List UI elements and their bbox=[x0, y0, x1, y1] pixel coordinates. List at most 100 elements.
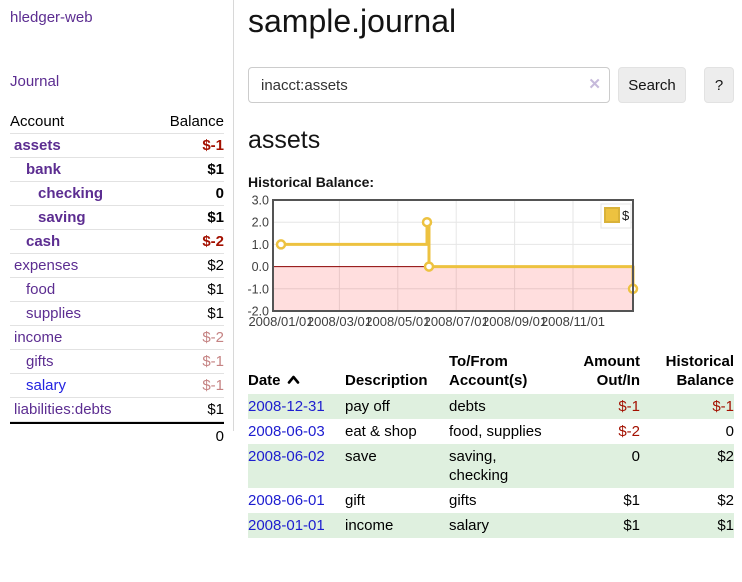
account-link-income[interactable]: income bbox=[14, 329, 63, 346]
account-balance: $-1 bbox=[202, 353, 224, 370]
account-link-liabilities-debts[interactable]: liabilities:debts bbox=[14, 401, 112, 418]
transaction-balance: 0 bbox=[725, 423, 734, 440]
account-link-cash[interactable]: cash bbox=[26, 233, 61, 250]
main-content: sample.journal ✕ Search ? assets Histori… bbox=[247, 0, 740, 538]
transaction-accounts: debts bbox=[449, 398, 486, 415]
svg-text:2008/01/01: 2008/01/01 bbox=[248, 314, 313, 329]
search-input[interactable] bbox=[248, 67, 610, 103]
historical-balance-chart: $ 3.0 2.0 1.0 0.0 -1.0 -2.0 2008/01/01 2… bbox=[247, 194, 639, 329]
clear-search-icon[interactable]: ✕ bbox=[588, 76, 601, 93]
account-row-liabilities-debts: liabilities:debts $1 bbox=[10, 398, 224, 422]
transaction-date-cell: 2008-06-02 bbox=[248, 444, 345, 488]
account-balance: $-1 bbox=[202, 377, 224, 394]
account-row-checking: checking 0 bbox=[10, 182, 224, 206]
register-row: 2008-12-31 pay off debts $-1 $-1 bbox=[248, 394, 734, 419]
transaction-date-link[interactable]: 2008-06-01 bbox=[248, 492, 325, 509]
chart-y-axis-labels: 3.0 2.0 1.0 0.0 -1.0 -2.0 bbox=[247, 194, 269, 319]
account-link-food[interactable]: food bbox=[26, 281, 56, 298]
accounts-header-account: Account bbox=[10, 113, 65, 130]
page-title: sample.journal bbox=[248, 3, 457, 39]
register-header-row: Date Description To/From Account(s) Amou… bbox=[248, 350, 734, 394]
accounts-header-balance: Balance bbox=[169, 113, 224, 130]
transaction-accounts: saving, checking bbox=[449, 448, 509, 484]
register-header-description: Description bbox=[345, 372, 428, 389]
account-balance: $1 bbox=[207, 161, 224, 178]
account-heading: assets bbox=[248, 126, 321, 154]
account-link-supplies[interactable]: supplies bbox=[26, 305, 82, 322]
transaction-date-link[interactable]: 2008-06-02 bbox=[248, 448, 325, 465]
chart-border bbox=[272, 199, 634, 312]
account-balance: $1 bbox=[207, 305, 224, 322]
transaction-balance: $2 bbox=[717, 492, 734, 509]
chart-gridlines-vertical bbox=[338, 200, 574, 311]
transaction-description: income bbox=[345, 517, 394, 534]
accounts-header: Account Balance bbox=[10, 110, 224, 134]
data-point-2008-06-03 bbox=[423, 261, 435, 272]
account-link-salary[interactable]: salary bbox=[26, 377, 67, 394]
transaction-date-link[interactable]: 2008-06-03 bbox=[248, 423, 325, 440]
transaction-amount: $1 bbox=[623, 517, 640, 534]
transaction-balance: $-1 bbox=[712, 398, 734, 415]
transaction-amount: $-1 bbox=[618, 398, 640, 415]
account-row-salary: salary $-1 bbox=[10, 374, 224, 398]
account-link-saving[interactable]: saving bbox=[38, 209, 86, 226]
transaction-date-link[interactable]: 2008-12-31 bbox=[248, 398, 325, 415]
transaction-description: gift bbox=[345, 492, 366, 509]
account-row-food: food $1 bbox=[10, 278, 224, 302]
data-point-2008-01-01 bbox=[275, 239, 287, 250]
search-button[interactable]: Search bbox=[618, 67, 686, 103]
svg-text:2.0: 2.0 bbox=[252, 216, 269, 230]
transaction-description: eat & shop bbox=[345, 423, 417, 440]
svg-text:-2.0: -2.0 bbox=[247, 305, 269, 319]
account-link-checking[interactable]: checking bbox=[38, 185, 104, 202]
account-row-cash: cash $-2 bbox=[10, 230, 224, 254]
svg-text:0.0: 0.0 bbox=[252, 260, 269, 274]
transaction-amount: $-2 bbox=[618, 423, 640, 440]
accounts-total-row: 0 bbox=[10, 422, 224, 448]
transaction-date-cell: 2008-12-31 bbox=[248, 394, 345, 419]
account-balance: $1 bbox=[207, 281, 224, 298]
help-button[interactable]: ? bbox=[704, 67, 734, 103]
svg-text:1.0: 1.0 bbox=[252, 238, 269, 252]
accounts-tree: Account Balance assets $-1 bank $1 check… bbox=[10, 110, 224, 448]
svg-text:2008/05/01: 2008/05/01 bbox=[365, 314, 430, 329]
transaction-amount: $1 bbox=[623, 492, 640, 509]
register-header-balance: Historical Balance bbox=[665, 353, 734, 389]
sidebar: hledger-web Journal Account Balance asse… bbox=[0, 0, 234, 445]
register-table: Date Description To/From Account(s) Amou… bbox=[248, 350, 734, 538]
svg-text:2008/03/01: 2008/03/01 bbox=[307, 314, 372, 329]
account-balance: $-2 bbox=[202, 233, 224, 250]
account-balance: 0 bbox=[215, 185, 224, 202]
data-point-2008-06-01 bbox=[421, 216, 433, 228]
account-link-expenses[interactable]: expenses bbox=[14, 257, 79, 274]
account-balance: $-1 bbox=[202, 137, 224, 154]
register-header-amount: Amount Out/In bbox=[583, 353, 640, 389]
accounts-total-value: 0 bbox=[215, 428, 224, 445]
account-row-income: income $-2 bbox=[10, 326, 224, 350]
register-row: 2008-06-01 gift gifts $1 $2 bbox=[248, 488, 734, 513]
transaction-balance: $2 bbox=[717, 448, 734, 465]
transaction-date-link[interactable]: 2008-01-01 bbox=[248, 517, 325, 534]
account-link-assets[interactable]: assets bbox=[14, 137, 61, 154]
account-row-expenses: expenses $2 bbox=[10, 254, 224, 278]
account-balance: $1 bbox=[207, 209, 224, 226]
search-form: ✕ Search ? bbox=[248, 67, 740, 103]
account-balance: $-2 bbox=[202, 329, 224, 346]
svg-text:-1.0: -1.0 bbox=[247, 282, 269, 296]
register-row: 2008-01-01 income salary $1 $1 bbox=[248, 513, 734, 538]
account-link-gifts[interactable]: gifts bbox=[26, 353, 54, 370]
transaction-accounts: food, supplies bbox=[449, 423, 542, 440]
transaction-description: save bbox=[345, 448, 377, 465]
app-brand-link[interactable]: hledger-web bbox=[10, 9, 93, 26]
account-balance: $1 bbox=[207, 401, 224, 418]
account-row-gifts: gifts $-1 bbox=[10, 350, 224, 374]
register-header-date[interactable]: Date bbox=[248, 350, 345, 394]
chart-heading: Historical Balance: bbox=[248, 174, 375, 190]
account-balance: $2 bbox=[207, 257, 224, 274]
transaction-balance: $1 bbox=[717, 517, 734, 534]
transaction-date-cell: 2008-01-01 bbox=[248, 513, 345, 538]
transaction-date-cell: 2008-06-01 bbox=[248, 488, 345, 513]
transaction-date-cell: 2008-06-03 bbox=[248, 419, 345, 444]
account-link-bank[interactable]: bank bbox=[26, 161, 62, 178]
sidebar-item-journal[interactable]: Journal bbox=[10, 73, 60, 90]
